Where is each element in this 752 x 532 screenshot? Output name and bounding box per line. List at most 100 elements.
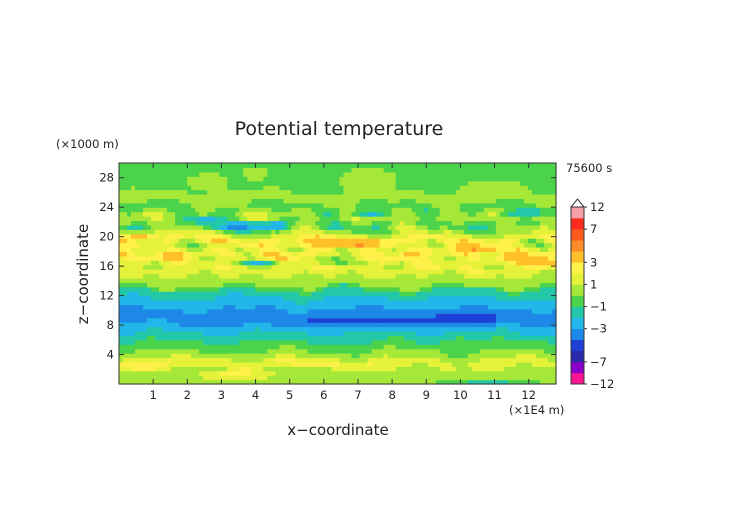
field-cell (359, 193, 365, 199)
field-cell (251, 207, 256, 213)
field-cell (223, 370, 228, 376)
field-cell (159, 295, 164, 301)
field-cell (543, 322, 549, 328)
field-cell (319, 326, 325, 332)
field-cell (423, 361, 429, 367)
field-cell (299, 295, 305, 301)
field-cell (375, 189, 381, 195)
field-cell (411, 277, 417, 283)
field-cell (163, 317, 168, 323)
field-cell (423, 233, 429, 239)
field-cell (467, 185, 473, 191)
field-cell (319, 198, 325, 204)
field-cell (467, 348, 473, 354)
field-cell (307, 375, 313, 381)
field-cell (207, 198, 212, 204)
field-cell (275, 286, 280, 292)
field-cell (119, 335, 124, 341)
field-cell (271, 277, 276, 283)
field-cell (387, 317, 393, 323)
field-cell (303, 313, 309, 319)
field-cell (535, 255, 541, 261)
field-cell (463, 246, 469, 252)
field-cell (435, 286, 441, 292)
field-cell (311, 220, 317, 226)
field-cell (287, 348, 292, 354)
field-cell (343, 304, 349, 310)
field-cell (395, 273, 401, 279)
field-cell (135, 295, 140, 301)
field-cell (547, 185, 553, 191)
field-cell (191, 255, 196, 261)
field-cell (367, 322, 373, 328)
field-cell (475, 277, 481, 283)
field-cell (319, 330, 325, 336)
field-cell (403, 317, 409, 323)
field-cell (327, 326, 333, 332)
field-cell (387, 277, 393, 283)
field-cell (547, 211, 553, 217)
field-cell (159, 339, 164, 345)
field-cell (343, 189, 349, 195)
field-cell (331, 282, 337, 288)
field-cell (135, 233, 140, 239)
field-cell (351, 264, 357, 270)
field-cell (171, 366, 176, 372)
field-cell (343, 339, 349, 345)
field-cell (515, 260, 521, 266)
field-cell (139, 185, 144, 191)
field-cell (171, 291, 176, 297)
field-cell (139, 353, 144, 359)
field-cell (499, 189, 505, 195)
field-cell (343, 326, 349, 332)
field-cell (283, 335, 288, 341)
field-cell (159, 308, 164, 314)
field-cell (263, 357, 268, 363)
field-cell (255, 304, 260, 310)
field-cell (127, 326, 132, 332)
field-cell (299, 353, 305, 359)
field-cell (235, 330, 240, 336)
field-cell (431, 313, 437, 319)
field-cell (443, 291, 449, 297)
field-cell (419, 180, 425, 186)
field-cell (415, 193, 421, 199)
field-cell (467, 313, 473, 319)
field-cell (515, 246, 521, 252)
field-cell (495, 330, 501, 336)
field-cell (227, 216, 232, 222)
field-cell (435, 295, 441, 301)
field-cell (351, 291, 357, 297)
field-cell (487, 291, 493, 297)
field-cell (303, 317, 309, 323)
field-cell (439, 366, 445, 372)
field-cell (535, 308, 541, 314)
field-cell (415, 317, 421, 323)
field-cell (315, 308, 321, 314)
field-cell (411, 233, 417, 239)
field-cell (483, 335, 489, 341)
field-cell (515, 224, 521, 230)
field-cell (435, 189, 441, 195)
field-cell (387, 286, 393, 292)
field-cell (275, 242, 280, 248)
field-cell (171, 286, 176, 292)
field-cell (263, 264, 268, 270)
field-cell (367, 229, 373, 235)
field-cell (419, 216, 425, 222)
field-cell (139, 251, 144, 257)
field-cell (223, 229, 228, 235)
field-cell (519, 339, 525, 345)
field-cell (415, 361, 421, 367)
field-cell (263, 185, 268, 191)
field-cell (167, 326, 172, 332)
field-cell (523, 255, 529, 261)
field-cell (139, 366, 144, 372)
field-cell (143, 353, 148, 359)
field-cell (447, 269, 453, 275)
field-cell (443, 344, 449, 350)
field-cell (203, 269, 208, 275)
field-cell (371, 180, 377, 186)
field-cell (299, 246, 305, 252)
field-cell (387, 344, 393, 350)
